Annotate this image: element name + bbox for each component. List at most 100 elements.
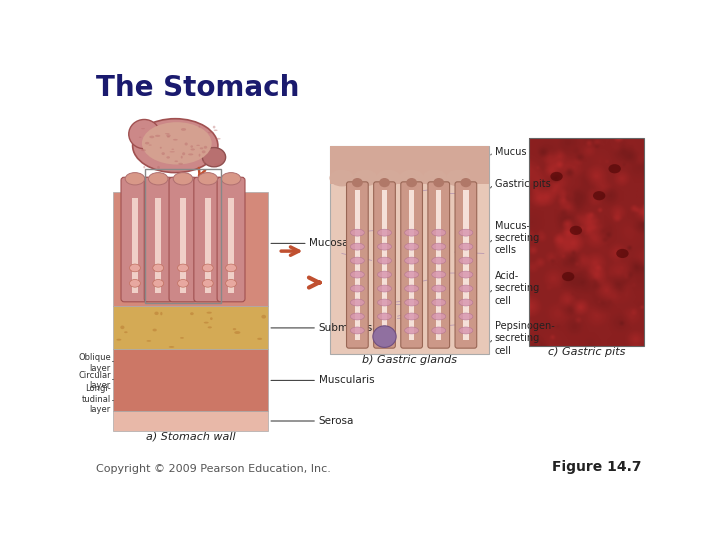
Ellipse shape xyxy=(221,173,240,185)
Ellipse shape xyxy=(148,145,152,146)
Ellipse shape xyxy=(432,243,446,250)
Text: Figure 14.7: Figure 14.7 xyxy=(552,461,642,475)
Ellipse shape xyxy=(593,191,606,200)
Text: Acid-
secreting
cell: Acid- secreting cell xyxy=(495,271,540,306)
Ellipse shape xyxy=(210,317,212,320)
Ellipse shape xyxy=(459,271,473,278)
Bar xyxy=(436,190,441,340)
Ellipse shape xyxy=(550,172,563,181)
Bar xyxy=(355,190,360,340)
Ellipse shape xyxy=(405,243,418,250)
Ellipse shape xyxy=(160,312,163,315)
Ellipse shape xyxy=(351,327,364,334)
Ellipse shape xyxy=(353,170,377,186)
FancyBboxPatch shape xyxy=(121,177,149,302)
Ellipse shape xyxy=(167,136,170,138)
Ellipse shape xyxy=(174,160,178,162)
Ellipse shape xyxy=(459,229,473,236)
Ellipse shape xyxy=(188,153,194,156)
Ellipse shape xyxy=(161,152,165,155)
Ellipse shape xyxy=(377,243,392,250)
Bar xyxy=(113,306,269,349)
Ellipse shape xyxy=(446,170,471,186)
Ellipse shape xyxy=(377,285,392,292)
Ellipse shape xyxy=(199,147,203,150)
Ellipse shape xyxy=(191,148,195,151)
Ellipse shape xyxy=(129,119,160,148)
Bar xyxy=(382,190,387,340)
Ellipse shape xyxy=(459,257,473,264)
Ellipse shape xyxy=(214,130,217,131)
Bar xyxy=(330,146,489,354)
Text: b) Gastric glands: b) Gastric glands xyxy=(362,355,456,365)
Bar xyxy=(529,138,644,346)
Ellipse shape xyxy=(190,145,193,148)
Text: Pepsinogen-
secreting
cell: Pepsinogen- secreting cell xyxy=(495,321,554,355)
Ellipse shape xyxy=(351,299,364,306)
Ellipse shape xyxy=(351,313,364,320)
Bar xyxy=(155,198,161,293)
Ellipse shape xyxy=(124,331,127,333)
Ellipse shape xyxy=(373,326,396,347)
Ellipse shape xyxy=(178,280,189,287)
Ellipse shape xyxy=(207,326,212,328)
Ellipse shape xyxy=(432,313,446,320)
Ellipse shape xyxy=(204,146,207,148)
Bar xyxy=(409,190,414,340)
Ellipse shape xyxy=(202,161,205,163)
Ellipse shape xyxy=(174,173,193,185)
Bar xyxy=(330,146,489,184)
Ellipse shape xyxy=(198,173,217,185)
Ellipse shape xyxy=(257,338,262,340)
Ellipse shape xyxy=(190,312,194,315)
Ellipse shape xyxy=(171,148,174,150)
Ellipse shape xyxy=(166,156,170,159)
Text: Oblique
layer: Oblique layer xyxy=(78,353,111,373)
Ellipse shape xyxy=(377,229,392,236)
Ellipse shape xyxy=(377,299,392,306)
Ellipse shape xyxy=(616,249,629,258)
Ellipse shape xyxy=(143,166,145,168)
Bar xyxy=(132,198,138,293)
Ellipse shape xyxy=(168,346,174,348)
Ellipse shape xyxy=(146,340,151,342)
Ellipse shape xyxy=(197,145,200,146)
Ellipse shape xyxy=(214,164,218,166)
Ellipse shape xyxy=(406,178,417,187)
Ellipse shape xyxy=(351,257,364,264)
Ellipse shape xyxy=(217,163,220,165)
Ellipse shape xyxy=(459,313,473,320)
Text: c) Gastric pits: c) Gastric pits xyxy=(548,347,626,357)
Bar xyxy=(113,192,269,306)
FancyBboxPatch shape xyxy=(194,177,222,302)
Text: Longi-
tudinal
layer: Longi- tudinal layer xyxy=(81,384,111,414)
Ellipse shape xyxy=(459,285,473,292)
Ellipse shape xyxy=(351,285,364,292)
Bar xyxy=(113,349,269,411)
Ellipse shape xyxy=(202,280,213,287)
Ellipse shape xyxy=(142,122,212,165)
Ellipse shape xyxy=(459,299,473,306)
Ellipse shape xyxy=(170,151,175,152)
Ellipse shape xyxy=(208,132,212,133)
Ellipse shape xyxy=(165,133,170,134)
Ellipse shape xyxy=(432,285,446,292)
Text: Copyright © 2009 Pearson Education, Inc.: Copyright © 2009 Pearson Education, Inc. xyxy=(96,464,331,475)
Ellipse shape xyxy=(377,313,392,320)
Ellipse shape xyxy=(132,119,218,173)
Ellipse shape xyxy=(461,178,472,187)
Ellipse shape xyxy=(216,138,220,140)
Ellipse shape xyxy=(202,147,225,167)
Ellipse shape xyxy=(330,170,354,186)
Text: Mucus-
secreting
cells: Mucus- secreting cells xyxy=(495,221,540,255)
Bar xyxy=(113,411,269,430)
Ellipse shape xyxy=(432,271,446,278)
Ellipse shape xyxy=(153,280,163,287)
Ellipse shape xyxy=(202,264,213,272)
Ellipse shape xyxy=(139,137,141,138)
Ellipse shape xyxy=(207,312,212,314)
Bar xyxy=(204,198,211,293)
Text: Mucus: Mucus xyxy=(495,147,526,157)
Ellipse shape xyxy=(157,166,160,169)
Ellipse shape xyxy=(459,327,473,334)
